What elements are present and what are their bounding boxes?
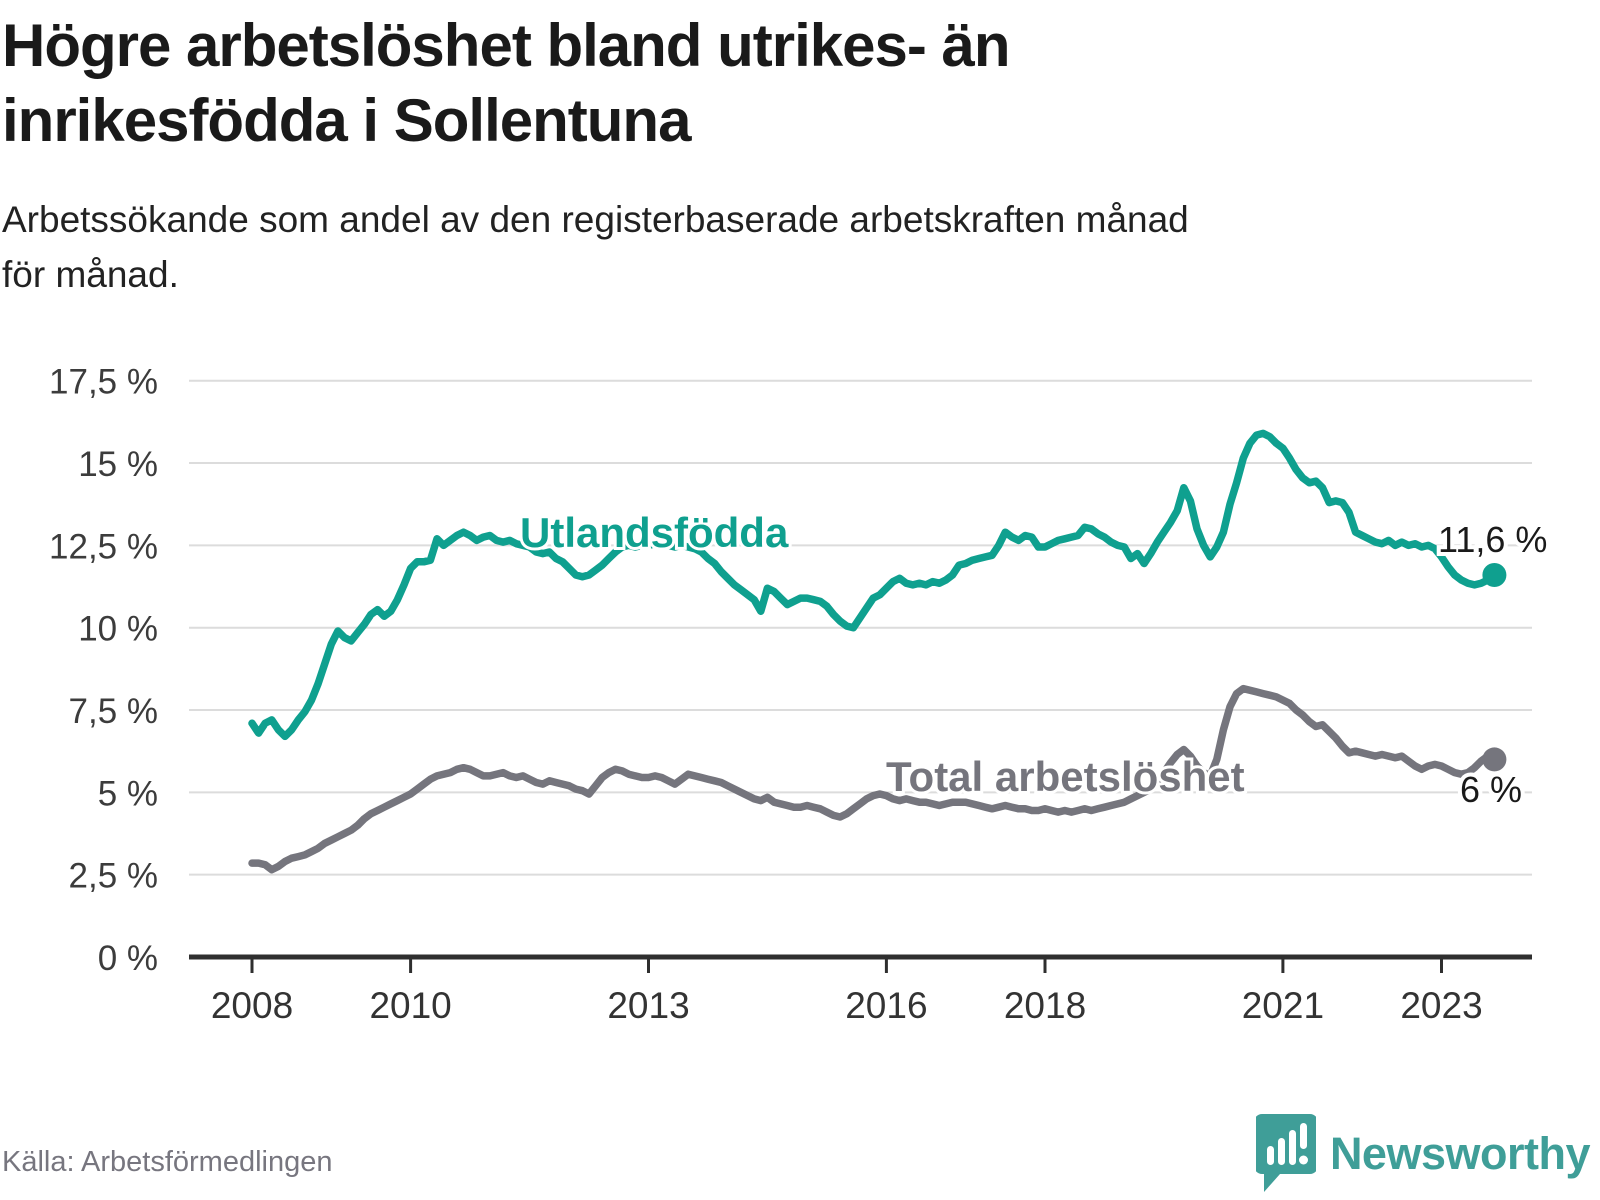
title-line-1: Högre arbetslöshet bland utrikes- än xyxy=(2,12,1011,79)
end-value-label-utlandsfodda: 11,6 % xyxy=(1438,519,1547,560)
y-tick-label: 10 % xyxy=(78,610,158,649)
y-tick-label: 15 % xyxy=(78,445,158,484)
chart-subtitle: Arbetssökande som andel av den registerb… xyxy=(2,192,1562,302)
series-line-0 xyxy=(248,429,1499,741)
y-tick-label: 17,5 % xyxy=(49,363,158,402)
page-title: Högre arbetslöshet bland utrikes- än inr… xyxy=(2,8,1322,158)
y-tick-label: 0 % xyxy=(98,939,158,978)
x-tick-label: 2016 xyxy=(845,985,927,1026)
subtitle-line-2: för månad. xyxy=(2,254,179,295)
x-tick-label: 2023 xyxy=(1400,985,1482,1026)
gridlines xyxy=(189,379,1532,960)
x-tick-label: 2021 xyxy=(1242,985,1324,1026)
series-line-1 xyxy=(248,684,1499,874)
subtitle-line-1: Arbetssökande som andel av den registerb… xyxy=(2,199,1189,240)
x-tick-label: 2018 xyxy=(1004,985,1086,1026)
x-tick-label: 2013 xyxy=(607,985,689,1026)
end-value-label-total: 6 % xyxy=(1460,769,1522,810)
series-lines xyxy=(248,429,1507,874)
brand-footer: Newsworthy xyxy=(1255,1108,1591,1200)
source-note: Källa: Arbetsförmedlingen xyxy=(2,1146,333,1178)
x-axis: 2008 2010 2013 2016 2018 2021 2023 xyxy=(211,957,1483,1026)
series-end-dot-1 xyxy=(1482,747,1507,772)
title-line-2: inrikesfödda i Sollentuna xyxy=(2,87,691,154)
y-tick-label: 7,5 % xyxy=(69,692,159,731)
x-tick-label: 2010 xyxy=(369,985,451,1026)
y-tick-label: 12,5 % xyxy=(49,527,158,566)
y-tick-label: 5 % xyxy=(98,774,158,813)
brand-name: Newsworthy xyxy=(1329,1128,1591,1179)
series-end-dot-0 xyxy=(1482,563,1507,587)
y-axis-labels: 0 % 2,5 % 5 % 7,5 % 10 % 12,5 % 15 % 17,5 % xyxy=(49,363,158,978)
x-tick-label: 2008 xyxy=(211,985,293,1026)
series-label-utlandsfodda: Utlandsfödda xyxy=(520,509,789,556)
y-tick-label: 2,5 % xyxy=(69,857,159,896)
newsworthy-logo-icon xyxy=(1255,1114,1316,1192)
series-label-total-arbetsloshet: Total arbetslöshet xyxy=(886,753,1245,800)
